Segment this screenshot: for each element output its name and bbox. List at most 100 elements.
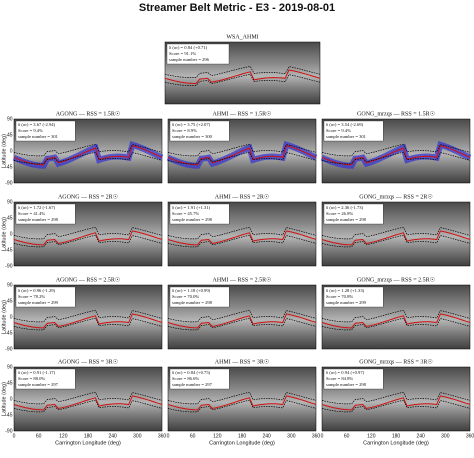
x-tick-label: 120 <box>213 433 222 439</box>
stats-line: δ (σr) = 0.84 (+0.71) <box>169 45 208 50</box>
x-tick-label: 60 <box>344 433 350 439</box>
model-belt <box>321 395 471 411</box>
stats-line: sample number = 298 <box>172 300 213 305</box>
x-axis-label: Carrington Longitude (deg) <box>363 440 429 446</box>
observed-belt <box>13 317 163 331</box>
stats-line: sample number = 301 <box>326 134 367 139</box>
y-tick-label: 45 <box>7 380 13 386</box>
x-tick-label: 0 <box>167 433 170 439</box>
y-axis-label: Latitude (deg) <box>1 300 7 334</box>
panel-label: AHMI — RSS = 1.5R☉ <box>213 110 272 117</box>
stats-box <box>323 368 384 390</box>
stats-box <box>169 368 230 390</box>
stats-line: sample number = 298 <box>18 217 59 222</box>
y-tick-label: -90 <box>5 263 12 269</box>
observed-belt <box>167 309 317 323</box>
model-belt <box>321 144 471 166</box>
x-tick-label: 180 <box>84 433 93 439</box>
stats-line: sample number = 298 <box>326 217 367 222</box>
stats-box <box>15 120 76 142</box>
x-tick-label: 0 <box>321 433 324 439</box>
stats-line: Score = 41.4% <box>18 211 45 216</box>
model-belt <box>13 144 163 166</box>
panel-label: GONG_mrzqs — RSS = 3R☉ <box>359 358 432 365</box>
stats-line: δ (σr) = 1.91 (+1.31) <box>172 205 211 210</box>
stats-line: Score = 91.1% <box>169 51 196 56</box>
y-axis-label: Latitude (deg) <box>1 134 7 168</box>
observed-belt <box>321 226 471 240</box>
x-axis-label: Carrington Longitude (deg) <box>209 440 275 446</box>
x-tick-label: 180 <box>238 433 247 439</box>
y-tick-label: 45 <box>7 132 13 138</box>
stats-line: Score = 8.9% <box>172 128 197 133</box>
observed-belt <box>167 317 317 331</box>
model-belt <box>167 144 317 166</box>
panel-label: AHMI — RSS = 3R☉ <box>215 358 269 365</box>
y-tick-label: -45 <box>5 330 12 336</box>
observed-belt <box>167 143 317 157</box>
stats-line: Score = 86.6% <box>172 376 199 381</box>
stats-line: δ (σr) = 3.67 (-2.94) <box>18 122 56 127</box>
x-tick-label: 360 <box>466 433 474 439</box>
stats-box <box>169 286 230 308</box>
observed-belt <box>167 234 317 248</box>
model-belt <box>321 230 471 246</box>
stats-line: Score = 45.7% <box>172 211 199 216</box>
model-belt <box>13 313 163 329</box>
stats-line: sample number = 297 <box>172 382 213 387</box>
y-tick-label: 0 <box>10 231 13 237</box>
x-tick-label: 240 <box>262 433 271 439</box>
x-tick-label: 240 <box>108 433 117 439</box>
y-tick-label: 90 <box>7 199 13 205</box>
panel-label: GONG_mrzqs — RSS = 2R☉ <box>359 193 432 200</box>
observed-belt <box>13 391 163 405</box>
observed-belt <box>321 317 471 331</box>
observed-belt <box>13 234 163 248</box>
panel-label: AHMI — RSS = 2R☉ <box>215 193 269 200</box>
observed-belt <box>164 66 321 78</box>
stats-box <box>169 120 230 142</box>
y-tick-label: -90 <box>5 180 12 186</box>
x-tick-label: 180 <box>392 433 401 439</box>
observed-belt <box>13 399 163 413</box>
stats-box <box>169 203 230 225</box>
stats-box <box>323 120 384 142</box>
y-axis-label: Latitude (deg) <box>1 217 7 251</box>
observed-belt <box>13 226 163 240</box>
model-belt <box>167 395 317 411</box>
y-axis-label: Latitude (deg) <box>1 382 7 416</box>
stats-line: δ (σr) = 1.18 (+0.99) <box>172 288 211 293</box>
model-belt <box>164 69 321 85</box>
model-belt <box>167 230 317 246</box>
stats-line: Score = 70.8% <box>326 294 353 299</box>
y-tick-label: -90 <box>5 428 12 434</box>
observed-belt <box>167 226 317 240</box>
stats-line: sample number = 296 <box>169 57 210 62</box>
x-tick-label: 240 <box>416 433 425 439</box>
x-tick-label: 300 <box>441 433 450 439</box>
stats-line: δ (σr) = 0.84 (+0.75) <box>172 370 211 375</box>
observed-belt <box>167 399 317 413</box>
observed-belt <box>13 309 163 323</box>
stats-line: Score = 70.0% <box>172 294 199 299</box>
y-tick-label: 0 <box>10 148 13 154</box>
stats-line: sample number = 297 <box>18 382 59 387</box>
figure-title: Streamer Belt Metric - E3 - 2019-08-01 <box>139 2 335 14</box>
stats-line: δ (σr) = 0.94 (+0.97) <box>326 370 365 375</box>
stats-line: δ (σr) = 0.91 (-1.17) <box>18 370 56 375</box>
observed-belt <box>321 151 471 165</box>
x-tick-label: 120 <box>59 433 68 439</box>
model-belt <box>321 313 471 329</box>
stats-box <box>166 43 230 65</box>
stats-line: δ (σr) = 3.54 (-2.69) <box>326 122 364 127</box>
stats-line: δ (σr) = 0.96 (-1.29) <box>18 288 56 293</box>
stats-line: sample number = 299 <box>18 300 59 305</box>
stats-line: sample number = 298 <box>172 217 213 222</box>
stats-box <box>323 286 384 308</box>
panel-label: AGONG — RSS = 2R☉ <box>58 193 118 200</box>
stats-line: δ (σr) = 2.36 (-1.73) <box>326 205 364 210</box>
model-belt <box>13 230 163 246</box>
observed-belt <box>13 143 163 157</box>
x-tick-label: 360 <box>158 433 167 439</box>
stats-line: δ (σr) = 3.75 (+2.07) <box>172 122 211 127</box>
